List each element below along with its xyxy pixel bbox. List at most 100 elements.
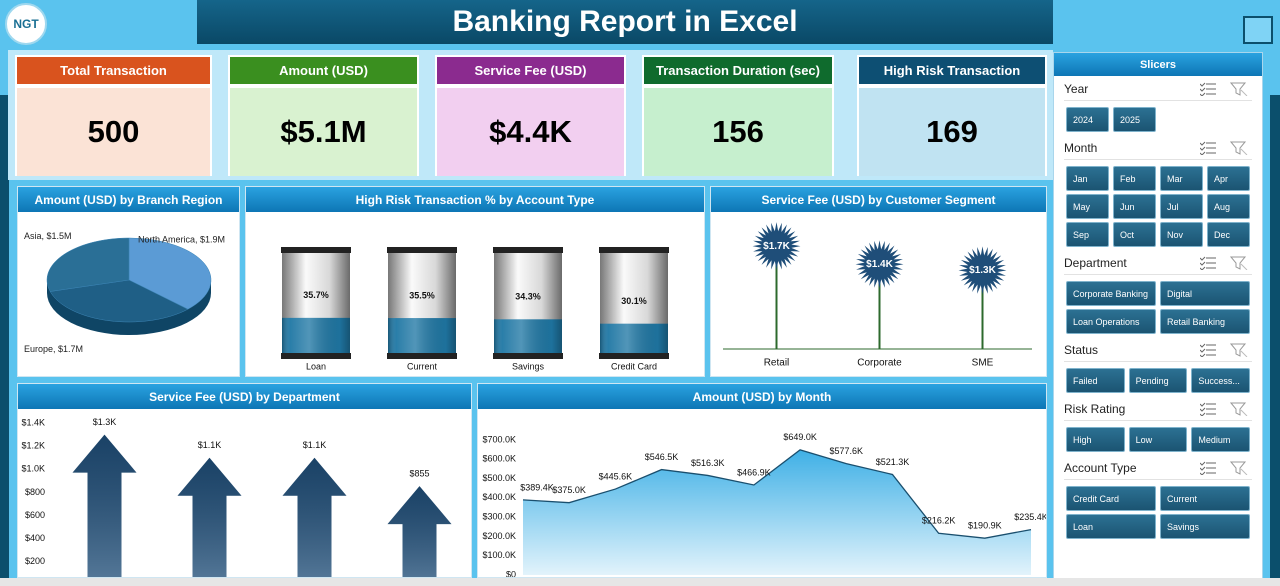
pie-slice — [128, 237, 212, 310]
clear-filter-icon — [1230, 82, 1248, 96]
slicer-button[interactable]: Retail Banking — [1160, 309, 1250, 334]
y-tick-label: $100.0K — [482, 550, 516, 560]
y-tick-label: $1.4K — [21, 417, 45, 427]
icon-funnel — [1230, 82, 1247, 96]
data-label: $1.7K — [763, 241, 790, 252]
slicer-button[interactable]: Digital — [1160, 281, 1250, 306]
kpi-card: Transaction Duration (sec) 156 — [642, 55, 834, 176]
icon-funnel — [1230, 343, 1247, 357]
slicer-button[interactable]: Success... — [1191, 368, 1250, 393]
chart: $1.7K Retail $1.4K Corporate $1.3K SME — [723, 222, 1032, 369]
slicer-button[interactable]: Low — [1128, 427, 1188, 452]
slicer-buttons: High Low Medium — [1066, 427, 1250, 452]
x-tick-label: Corporate — [857, 358, 902, 369]
y-tick-label: $200 — [25, 556, 45, 566]
chart-title: High Risk Transaction % by Account Type — [246, 187, 704, 212]
chart-title: Service Fee (USD) by Customer Segment — [711, 187, 1046, 212]
y-tick-label: $600.0K — [482, 454, 516, 464]
slicer-button[interactable]: Medium — [1191, 427, 1250, 452]
slicer-button[interactable]: 2025 — [1113, 107, 1156, 132]
chart-title: Service Fee (USD) by Department — [18, 384, 471, 409]
side-strip — [1270, 95, 1280, 586]
y-tick-label: $700.0K — [482, 434, 516, 444]
area-line — [522, 449, 1032, 539]
side-strip — [0, 95, 9, 586]
data-label: North America, $1.9M — [138, 234, 225, 244]
x-tick-label: SME — [972, 358, 994, 369]
icon-check — [1200, 471, 1206, 475]
data-label: $466.9K — [737, 467, 771, 477]
kpi-card: High Risk Transaction 169 — [857, 55, 1047, 176]
chart-panel: Service Fee (USD) by Customer Segment $1.… — [710, 186, 1047, 377]
chart: North America, $1.9M Europe, $1.7M Asia, $… — [24, 231, 225, 354]
slicer-button[interactable]: Nov — [1160, 222, 1203, 247]
y-tick-label: $400.0K — [482, 492, 516, 502]
slicer-button[interactable]: Loan — [1066, 514, 1156, 539]
icon-x — [1240, 148, 1248, 155]
slicer-button[interactable]: Mar — [1160, 166, 1203, 191]
slicer-button[interactable]: Credit Card — [1066, 486, 1156, 511]
slicer-buttons: Failed Pending Success... — [1066, 368, 1250, 393]
slicer-button[interactable]: Pending — [1128, 368, 1188, 393]
slicer-button[interactable]: Feb — [1113, 166, 1156, 191]
slicer-title: Slicers — [1054, 53, 1262, 76]
chart-title: Amount (USD) by Branch Region — [18, 187, 239, 212]
icon-x — [1240, 263, 1248, 270]
icon-x — [1240, 89, 1248, 96]
data-label: $577.6K — [830, 446, 864, 456]
multi-select-icon — [1200, 82, 1216, 96]
icon-x — [1240, 468, 1248, 475]
slicer-buttons: Corporate Banking Digital Loan Operations R… — [1066, 281, 1250, 334]
slicer-group: Status Failed Pending Success... — [1054, 337, 1262, 396]
slicer-header: Account Type — [1064, 457, 1252, 480]
data-label: $1.1K — [303, 440, 327, 450]
slicer-button[interactable]: Savings — [1160, 514, 1250, 539]
y-tick-label: $500.0K — [482, 473, 516, 483]
slicer-button[interactable]: May — [1066, 194, 1109, 219]
data-label: 34.3% — [515, 292, 541, 302]
slicer-button[interactable]: Jul — [1160, 194, 1203, 219]
slicer-button[interactable]: Jan — [1066, 166, 1109, 191]
y-tick-label: $1.0K — [21, 464, 45, 474]
cylinder-shade — [494, 319, 562, 355]
area-shade — [523, 449, 1031, 575]
data-label: $216.2K — [922, 516, 956, 526]
slicer-header: Status — [1064, 339, 1252, 362]
icon-funnel — [1230, 256, 1247, 270]
chart-title: Amount (USD) by Month — [478, 384, 1046, 409]
slicer-buttons: Jan Feb Mar Apr May Jun Jul Aug Sep Oct Nov Dec — [1066, 166, 1250, 247]
cylinder-shade — [282, 317, 350, 355]
y-tick-label: $400 — [25, 533, 45, 543]
slicer-button[interactable]: Oct — [1113, 222, 1156, 247]
title: Banking Report in Excel — [452, 5, 798, 38]
icon-check — [1200, 402, 1206, 407]
slicer-button[interactable]: Jun — [1113, 194, 1156, 219]
clear-filter-icon — [1230, 141, 1248, 155]
data-label: $389.4K — [520, 482, 554, 492]
slicer-button[interactable]: Dec — [1207, 222, 1250, 247]
slicer-button[interactable]: Failed — [1066, 368, 1125, 393]
multi-select-icon — [1200, 402, 1216, 416]
slicer-button[interactable]: High — [1066, 427, 1125, 452]
arrow-shade — [387, 486, 452, 577]
slicer-button[interactable]: Loan Operations — [1066, 309, 1156, 334]
kpi-value: $4.4K — [437, 88, 624, 176]
slicer-button[interactable]: Aug — [1207, 194, 1250, 219]
slicer-button[interactable]: Apr — [1207, 166, 1250, 191]
kpi-value: $5.1M — [230, 88, 417, 176]
slicer-button[interactable]: Corporate Banking — [1066, 281, 1156, 306]
x-tick-label: Credit Card — [611, 361, 657, 371]
slicer-button[interactable]: 2024 — [1066, 107, 1109, 132]
icon-check — [1200, 353, 1206, 357]
y-tick-label: $600 — [25, 510, 45, 520]
y-tick-label: $200.0K — [482, 531, 516, 541]
clear-filter-icon — [1230, 343, 1248, 357]
slicer-header: Year — [1064, 78, 1252, 101]
data-label: $445.6K — [599, 471, 633, 481]
icon-x — [1240, 350, 1248, 357]
data-label: $546.5K — [645, 452, 679, 462]
data-label: $1.1K — [198, 440, 222, 450]
slicer-button[interactable]: Current — [1160, 486, 1250, 511]
slicer-button[interactable]: Sep — [1066, 222, 1109, 247]
